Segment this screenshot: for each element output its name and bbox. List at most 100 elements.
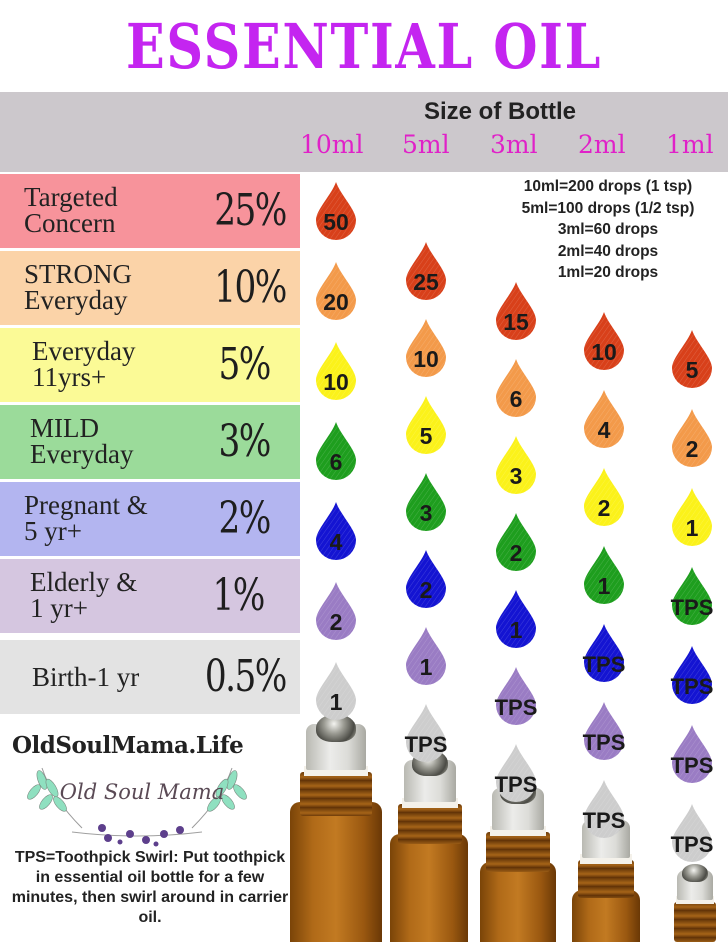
- drop-count: 1: [685, 515, 699, 541]
- drop-count: 3: [419, 500, 433, 526]
- bottle-3ml-icon: [478, 776, 558, 942]
- drop-count: 20: [323, 289, 349, 315]
- drop-3ml-5-icon: 1: [496, 590, 536, 648]
- row-targeted-concern: Targeted Concern 25%: [0, 174, 300, 248]
- old-soul-mama-logo: Old Soul Mama: [12, 758, 262, 850]
- drop-count: 6: [329, 449, 343, 475]
- size-of-bottle-label: Size of Bottle: [423, 98, 576, 125]
- row-everyday: Everyday 11yrs+ 5%: [0, 328, 300, 402]
- row-percent: 2%: [218, 493, 272, 544]
- conversion-3ml: 3ml=60 drops: [557, 221, 659, 238]
- drop-count: 4: [329, 529, 343, 555]
- bottle-size-columns: 10ml 5ml 3ml 2ml 1ml: [0, 130, 728, 164]
- drop-5ml-4-icon: 3: [406, 473, 446, 531]
- drop-count: 5: [685, 357, 699, 383]
- drop-count: TPS: [670, 595, 714, 620]
- drop-count: 1: [597, 573, 611, 599]
- drop-count: 1: [509, 617, 523, 643]
- bottle-10ml-icon: [290, 712, 382, 942]
- drop-3ml-7-icon: TPS: [495, 744, 537, 802]
- drop-count: 50: [323, 209, 349, 235]
- row-label: STRONG Everyday: [24, 259, 133, 315]
- drop-count: TPS: [582, 808, 626, 833]
- row-label: Pregnant & 5 yr+: [24, 490, 148, 546]
- drop-2ml-5-icon: TPS: [583, 624, 625, 682]
- row-birth-1yr: Birth-1 yr 0.5%: [0, 640, 300, 714]
- size-2ml: 2ml: [578, 130, 626, 159]
- drop-5ml-6-icon: 1: [406, 627, 446, 685]
- drop-2ml-4-icon: 1: [584, 546, 624, 604]
- drop-count: 2: [685, 436, 699, 462]
- drop-count: 6: [509, 386, 523, 412]
- bottle-5ml-icon: [388, 748, 470, 942]
- drop-2ml-7-icon: TPS: [583, 780, 625, 838]
- drop-count: 10: [591, 339, 617, 365]
- drop-count: 5: [419, 423, 433, 449]
- conversion-5ml: 5ml=100 drops (1/2 tsp): [521, 199, 695, 217]
- drop-count: TPS: [494, 772, 538, 797]
- drop-1ml-4-icon: TPS: [671, 567, 713, 625]
- drop-1ml-6-icon: TPS: [671, 725, 713, 783]
- row-percent: 10%: [214, 262, 287, 313]
- row-label: Elderly & 1 yr+: [30, 567, 138, 623]
- drop-count: TPS: [494, 695, 538, 720]
- drop-conversions: 10ml=200 drops (1 tsp) 5ml=100 drops (1/…: [488, 176, 728, 284]
- row-pregnant: Pregnant & 5 yr+ 2%: [0, 482, 300, 556]
- leaf-wreath-icon: [27, 767, 247, 847]
- drop-count: 10: [323, 369, 349, 395]
- drop-count: 3: [509, 463, 523, 489]
- drop-5ml-1-icon: 25: [406, 242, 446, 300]
- logo-text: Old Soul Mama: [59, 780, 225, 804]
- row-strong-everyday: STRONG Everyday 10%: [0, 251, 300, 325]
- drop-2ml-2-icon: 4: [584, 390, 624, 448]
- conversion-10ml: 10ml=200 drops (1 tsp): [523, 178, 693, 195]
- site-name: OldSoulMama.Life: [12, 732, 244, 759]
- drop-1ml-2-icon: 2: [672, 409, 712, 467]
- page-title: ESSENTIAL OIL DILUTION: [0, 0, 728, 152]
- drop-count: 25: [413, 269, 439, 295]
- row-mild-everyday: MILD Everyday 3%: [0, 405, 300, 479]
- row-percent: 5%: [218, 339, 272, 390]
- drop-2ml-6-icon: TPS: [583, 702, 625, 760]
- drop-1ml-3-icon: 1: [672, 488, 712, 546]
- bottle-1ml-icon: [668, 862, 722, 942]
- row-percent: 3%: [218, 416, 272, 467]
- bottle-size-header: Size of Bottle 10ml 5ml 3ml 2ml 1ml: [0, 92, 728, 172]
- drop-10ml-5-icon: 4: [316, 502, 356, 560]
- drop-1ml-5-icon: TPS: [671, 646, 713, 704]
- drop-3ml-6-icon: TPS: [495, 667, 537, 725]
- drop-10ml-3-icon: 10: [316, 342, 356, 400]
- row-label: Everyday 11yrs+: [32, 336, 136, 392]
- drop-3ml-2-icon: 6: [496, 359, 536, 417]
- size-1ml: 1ml: [666, 130, 714, 159]
- drop-10ml-1-icon: 50: [316, 182, 356, 240]
- drop-count: 10: [413, 346, 439, 372]
- row-label: MILD Everyday: [30, 413, 134, 469]
- row-percent: 1%: [212, 570, 266, 621]
- conversion-1ml: 1ml=20 drops: [557, 264, 659, 281]
- conversion-2ml: 2ml=40 drops: [557, 242, 659, 260]
- drop-count: 4: [597, 417, 611, 443]
- drop-count: 2: [597, 495, 611, 521]
- drop-10ml-6-icon: 2: [316, 582, 356, 640]
- drop-count: TPS: [582, 730, 626, 755]
- drop-5ml-7-icon: TPS: [405, 704, 447, 762]
- row-label: Birth-1 yr: [32, 662, 140, 692]
- drop-count: TPS: [582, 652, 626, 677]
- size-10ml: 10ml: [300, 130, 364, 159]
- row-label: Targeted Concern: [24, 182, 118, 238]
- drop-count: TPS: [670, 832, 714, 857]
- drop-5ml-3-icon: 5: [406, 396, 446, 454]
- drop-2ml-1-icon: 10: [584, 312, 624, 370]
- tps-note: TPS=Toothpick Swirl: Put toothpick in es…: [11, 849, 289, 926]
- drop-count: TPS: [670, 674, 714, 699]
- drop-5ml-5-icon: 2: [406, 550, 446, 608]
- drop-count: 2: [329, 609, 343, 635]
- drop-10ml-2-icon: 20: [316, 262, 356, 320]
- drop-count: TPS: [670, 753, 714, 778]
- row-elderly: Elderly & 1 yr+ 1%: [0, 559, 300, 633]
- drop-count: 15: [503, 309, 529, 335]
- drop-2ml-3-icon: 2: [584, 468, 624, 526]
- drop-5ml-2-icon: 10: [406, 319, 446, 377]
- row-percent: 0.5%: [205, 651, 288, 702]
